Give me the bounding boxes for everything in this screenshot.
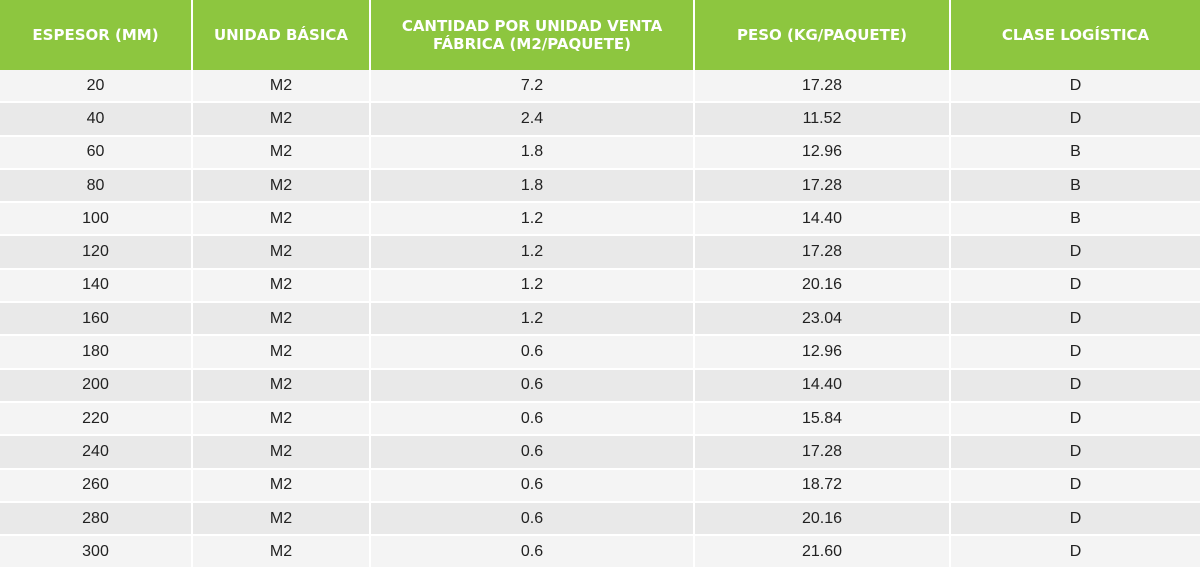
cell-espesor: 240 — [0, 435, 193, 470]
header-cantidad: Cantidad por unidad venta fábrica (m2/pa… — [370, 0, 695, 70]
cell-clase-logistica: D — [950, 102, 1200, 137]
cell-cantidad: 1.2 — [370, 202, 695, 237]
cell-unidad-basica: M2 — [192, 70, 371, 104]
cell-cantidad: 1.2 — [370, 302, 695, 337]
cell-unidad-basica: M2 — [192, 401, 371, 437]
cell-peso: 12.96 — [694, 335, 951, 370]
cell-peso: 23.04 — [694, 302, 951, 337]
table-row: 60 M2 1.8 12.96 B — [0, 135, 1200, 170]
cell-espesor: 280 — [0, 501, 193, 537]
cell-clase-logistica: B — [950, 202, 1200, 237]
cell-peso: 20.16 — [694, 501, 951, 537]
cell-unidad-basica: M2 — [192, 535, 371, 569]
cell-cantidad: 0.6 — [370, 468, 695, 503]
cell-peso: 17.28 — [694, 235, 951, 270]
cell-clase-logistica: D — [950, 235, 1200, 270]
cell-cantidad: 0.6 — [370, 335, 695, 370]
cell-espesor: 100 — [0, 202, 193, 237]
table-row: 240 M2 0.6 17.28 D — [0, 435, 1200, 470]
cell-cantidad: 0.6 — [370, 535, 695, 569]
table-row: 260 M2 0.6 18.72 D — [0, 468, 1200, 503]
table-row: 280 M2 0.6 20.16 D — [0, 501, 1200, 537]
cell-unidad-basica: M2 — [192, 335, 371, 370]
cell-clase-logistica: D — [950, 335, 1200, 370]
cell-peso: 17.28 — [694, 168, 951, 204]
cell-unidad-basica: M2 — [192, 368, 371, 403]
cell-peso: 18.72 — [694, 468, 951, 503]
cell-peso: 17.28 — [694, 70, 951, 104]
cell-clase-logistica: D — [950, 435, 1200, 470]
cell-unidad-basica: M2 — [192, 102, 371, 137]
cell-espesor: 60 — [0, 135, 193, 170]
cell-unidad-basica: M2 — [192, 235, 371, 270]
table-row: 140 M2 1.2 20.16 D — [0, 268, 1200, 304]
cell-espesor: 180 — [0, 335, 193, 370]
cell-espesor: 220 — [0, 401, 193, 437]
cell-clase-logistica: D — [950, 368, 1200, 403]
header-peso: Peso (kg/paquete) — [694, 0, 951, 70]
table-header: Espesor (mm) Unidad básica Cantidad por … — [0, 0, 1200, 70]
header-row: Espesor (mm) Unidad básica Cantidad por … — [0, 0, 1200, 70]
cell-cantidad: 2.4 — [370, 102, 695, 137]
cell-cantidad: 1.8 — [370, 168, 695, 204]
cell-clase-logistica: D — [950, 70, 1200, 104]
header-espesor: Espesor (mm) — [0, 0, 193, 70]
table-body: 20 M2 7.2 17.28 D 40 M2 2.4 11.52 D 60 M2 1.8 12.96 B 8… — [0, 70, 1200, 569]
header-unidad-basica: Unidad básica — [192, 0, 371, 70]
cell-cantidad: 7.2 — [370, 70, 695, 104]
cell-cantidad: 0.6 — [370, 368, 695, 403]
cell-peso: 20.16 — [694, 268, 951, 304]
table-row: 120 M2 1.2 17.28 D — [0, 235, 1200, 270]
cell-espesor: 120 — [0, 235, 193, 270]
cell-peso: 15.84 — [694, 401, 951, 437]
cell-espesor: 200 — [0, 368, 193, 403]
cell-unidad-basica: M2 — [192, 501, 371, 537]
cell-unidad-basica: M2 — [192, 435, 371, 470]
cell-espesor: 260 — [0, 468, 193, 503]
cell-cantidad: 1.2 — [370, 268, 695, 304]
table-row: 180 M2 0.6 12.96 D — [0, 335, 1200, 370]
cell-espesor: 160 — [0, 302, 193, 337]
cell-clase-logistica: D — [950, 302, 1200, 337]
table-row: 100 M2 1.2 14.40 B — [0, 202, 1200, 237]
cell-clase-logistica: D — [950, 501, 1200, 537]
cell-cantidad: 0.6 — [370, 435, 695, 470]
cell-clase-logistica: B — [950, 135, 1200, 170]
header-clase-logistica: Clase logística — [950, 0, 1200, 70]
cell-espesor: 80 — [0, 168, 193, 204]
table-row: 160 M2 1.2 23.04 D — [0, 302, 1200, 337]
cell-peso: 11.52 — [694, 102, 951, 137]
cell-unidad-basica: M2 — [192, 135, 371, 170]
cell-peso: 12.96 — [694, 135, 951, 170]
table-row: 220 M2 0.6 15.84 D — [0, 401, 1200, 437]
cell-unidad-basica: M2 — [192, 268, 371, 304]
table-row: 40 M2 2.4 11.52 D — [0, 102, 1200, 137]
cell-unidad-basica: M2 — [192, 302, 371, 337]
cell-unidad-basica: M2 — [192, 202, 371, 237]
table-row: 300 M2 0.6 21.60 D — [0, 535, 1200, 569]
cell-clase-logistica: D — [950, 401, 1200, 437]
cell-cantidad: 1.2 — [370, 235, 695, 270]
table-row: 200 M2 0.6 14.40 D — [0, 368, 1200, 403]
cell-clase-logistica: D — [950, 468, 1200, 503]
cell-clase-logistica: D — [950, 535, 1200, 569]
cell-espesor: 140 — [0, 268, 193, 304]
cell-cantidad: 1.8 — [370, 135, 695, 170]
cell-peso: 17.28 — [694, 435, 951, 470]
cell-unidad-basica: M2 — [192, 168, 371, 204]
cell-unidad-basica: M2 — [192, 468, 371, 503]
cell-cantidad: 0.6 — [370, 501, 695, 537]
table-row: 80 M2 1.8 17.28 B — [0, 168, 1200, 204]
cell-peso: 21.60 — [694, 535, 951, 569]
table-row: 20 M2 7.2 17.28 D — [0, 70, 1200, 104]
cell-peso: 14.40 — [694, 368, 951, 403]
cell-clase-logistica: D — [950, 268, 1200, 304]
cell-clase-logistica: B — [950, 168, 1200, 204]
cell-cantidad: 0.6 — [370, 401, 695, 437]
cell-espesor: 300 — [0, 535, 193, 569]
cell-peso: 14.40 — [694, 202, 951, 237]
cell-espesor: 20 — [0, 70, 193, 104]
cell-espesor: 40 — [0, 102, 193, 137]
